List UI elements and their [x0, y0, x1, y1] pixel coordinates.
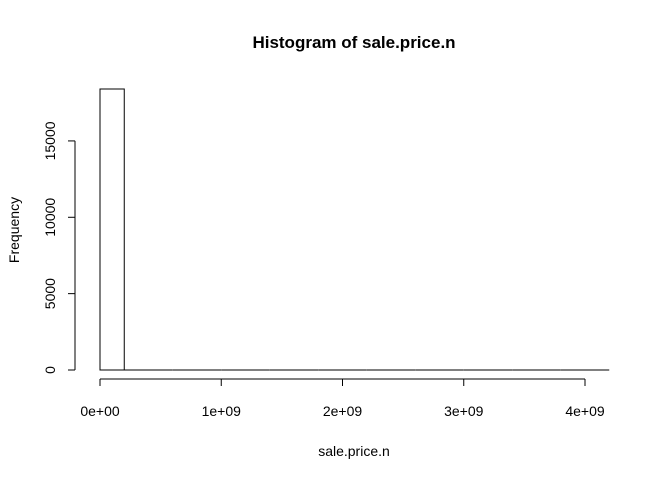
x-axis-label: sale.price.n	[318, 443, 390, 459]
chart-title: Histogram of sale.price.n	[252, 33, 455, 52]
x-tick-label: 2e+09	[323, 403, 363, 419]
y-tick-label: 15000	[42, 121, 58, 160]
x-tick-label: 4e+09	[565, 403, 605, 419]
histogram-bars	[99, 88, 610, 371]
y-tick-label: 5000	[42, 278, 58, 309]
x-axis: 0e+00 1e+09 2e+09 3e+09 4e+09	[80, 378, 605, 419]
x-tick-label: 1e+09	[202, 403, 242, 419]
y-axis-label: Frequency	[6, 197, 22, 263]
x-tick-label: 3e+09	[444, 403, 484, 419]
histogram-bar	[99, 88, 125, 371]
y-axis: 0 5000 10000 15000	[42, 121, 76, 374]
x-tick-label: 0e+00	[80, 403, 120, 419]
y-tick-label: 0	[42, 366, 58, 374]
y-tick-label: 10000	[42, 198, 58, 237]
